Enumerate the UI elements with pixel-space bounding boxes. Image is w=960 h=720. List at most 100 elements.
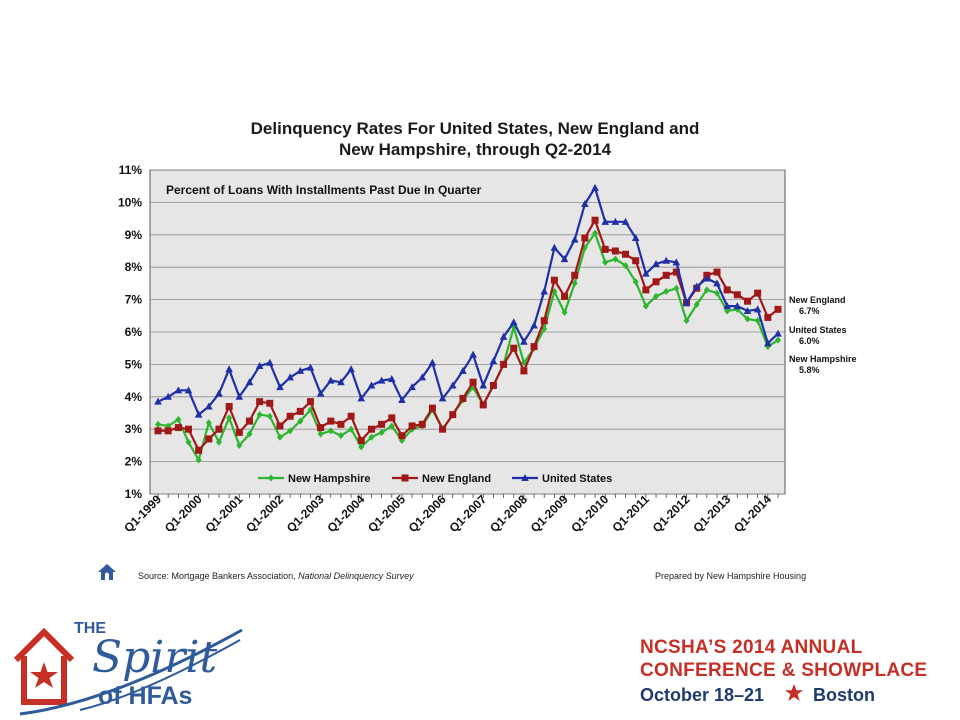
data-point — [663, 288, 670, 295]
data-point — [347, 365, 355, 373]
data-point — [560, 255, 569, 263]
data-point — [449, 411, 457, 419]
data-point — [401, 474, 409, 482]
data-point — [723, 302, 731, 310]
data-point — [327, 427, 334, 435]
data-point — [581, 234, 589, 242]
data-point — [357, 394, 366, 402]
data-point — [268, 474, 274, 482]
data-point — [631, 234, 640, 242]
y-tick-label: 9% — [125, 228, 143, 242]
data-point — [154, 427, 162, 435]
y-tick-label: 5% — [125, 357, 143, 371]
data-point — [703, 274, 711, 282]
prepared-by-note: Prepared by New Hampshire Housing — [655, 571, 807, 581]
data-point — [703, 286, 710, 294]
data-point — [337, 420, 345, 428]
conference-dates: October 18–21 — [640, 685, 765, 705]
data-point — [205, 435, 213, 443]
data-point — [438, 394, 447, 402]
data-point — [408, 422, 416, 430]
data-point — [550, 276, 558, 284]
data-point — [448, 381, 457, 389]
x-tick-label: Q1-2005 — [365, 492, 408, 535]
y-tick-label: 1% — [125, 487, 143, 501]
x-tick-label: Q1-2006 — [406, 492, 449, 535]
data-point — [744, 297, 752, 305]
data-point — [571, 279, 578, 287]
y-tick-label: 2% — [125, 455, 143, 469]
data-point — [194, 410, 203, 418]
chart-title: Delinquency Rates For United States, New… — [150, 118, 800, 160]
y-tick-label: 10% — [118, 195, 142, 209]
data-point — [672, 258, 681, 266]
data-point — [256, 411, 263, 419]
chart-title-line-2: New Hampshire, through Q2-2014 — [338, 140, 612, 159]
data-point — [306, 398, 314, 406]
legend-label: New Hampshire — [288, 473, 371, 485]
conference-title: NCSHA’S 2014 ANNUAL CONFERENCE & SHOWPLA… — [640, 636, 927, 682]
spirit-of-hfas-logo-icon — [13, 627, 243, 716]
data-point — [621, 217, 630, 225]
y-axis: 1% 2% 3% 4% 5% 6% 7% 8% 9% 10% 11% — [118, 163, 142, 501]
data-point — [520, 337, 528, 345]
data-point — [662, 271, 670, 279]
data-point — [774, 305, 782, 313]
data-point — [266, 412, 273, 420]
data-point — [571, 271, 579, 279]
data-point — [428, 404, 436, 412]
data-point — [296, 366, 305, 374]
x-tick-label: Q1-2000 — [162, 492, 205, 535]
data-point — [775, 336, 781, 344]
data-point — [164, 392, 172, 400]
data-point — [673, 284, 680, 292]
data-point — [245, 417, 253, 425]
data-point — [184, 386, 193, 394]
data-point — [683, 317, 690, 325]
data-point — [601, 217, 610, 225]
data-point — [581, 200, 589, 208]
data-point — [367, 425, 375, 433]
data-point — [550, 243, 559, 251]
data-point — [195, 456, 202, 464]
data-point — [592, 229, 599, 237]
x-tick-label: Q1-2010 — [568, 492, 611, 535]
legend-item: New England — [392, 473, 491, 485]
data-point — [521, 474, 529, 481]
data-point — [256, 398, 264, 406]
data-point — [591, 183, 599, 191]
nh-housing-logo-icon — [98, 564, 116, 580]
logo-spirit-text: Spirit — [92, 632, 218, 683]
data-point — [276, 383, 284, 391]
data-point — [286, 373, 294, 381]
end-label-value: 6.0% — [799, 336, 820, 346]
data-point — [622, 250, 630, 258]
data-point — [398, 396, 406, 404]
data-point — [418, 420, 426, 428]
data-point — [510, 344, 518, 352]
data-point — [743, 306, 752, 314]
data-point — [530, 321, 538, 329]
data-point — [612, 255, 619, 263]
data-point — [622, 262, 629, 270]
data-point — [774, 329, 782, 337]
data-point — [602, 258, 609, 266]
data-point — [286, 412, 294, 420]
data-point — [693, 300, 700, 308]
data-point — [215, 438, 222, 446]
data-point — [378, 428, 385, 436]
data-point — [255, 362, 264, 370]
conference-title-line-1: NCSHA’S 2014 ANNUAL — [640, 637, 863, 658]
data-point — [388, 414, 396, 422]
chart-subtitle: Percent of Loans With Installments Past … — [166, 183, 482, 197]
x-tick-label: Q1-2007 — [446, 492, 489, 535]
x-tick-label: Q1-2001 — [203, 492, 246, 535]
data-point — [337, 378, 345, 386]
data-point — [672, 268, 680, 276]
data-point — [754, 317, 761, 325]
data-point — [276, 422, 284, 430]
data-point — [540, 317, 548, 325]
data-point — [347, 412, 355, 420]
data-point — [195, 446, 203, 454]
data-point — [306, 363, 315, 371]
